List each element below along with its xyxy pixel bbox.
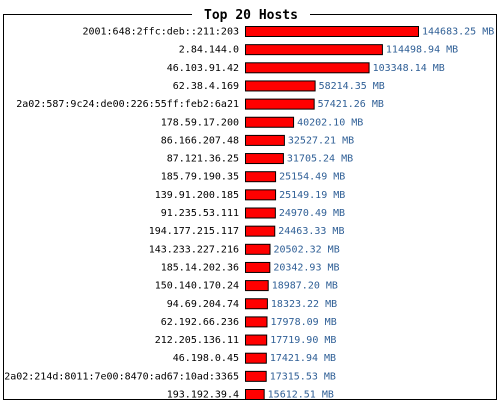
bar <box>245 243 271 255</box>
host-label: 62.38.4.169 <box>173 81 239 92</box>
value-label: 31705.24 MB <box>287 154 353 165</box>
bar <box>245 207 276 219</box>
bar <box>245 316 268 328</box>
host-label: 86.166.207.48 <box>161 135 239 146</box>
value-label: 32527.21 MB <box>288 135 354 146</box>
value-label: 103348.14 MB <box>373 63 445 74</box>
value-label: 18323.22 MB <box>271 299 337 310</box>
bar <box>245 261 271 273</box>
value-label: 17719.90 MB <box>270 335 336 346</box>
value-label: 40202.10 MB <box>297 117 363 128</box>
bar <box>245 62 370 74</box>
host-label: 178.59.17.200 <box>161 117 239 128</box>
host-label: 2a02:587:9c24:de00:226:55ff:feb2:6a21 <box>16 99 239 110</box>
bar <box>245 298 268 310</box>
host-label: 2.84.144.0 <box>179 45 239 56</box>
host-label: 143.233.227.216 <box>149 244 239 255</box>
value-label: 20342.93 MB <box>273 262 339 273</box>
value-label: 15612.51 MB <box>268 390 334 401</box>
host-label: 185.79.190.35 <box>161 172 239 183</box>
host-label: 62.192.66.236 <box>161 317 239 328</box>
value-label: 58214.35 MB <box>319 81 385 92</box>
value-label: 18987.20 MB <box>272 281 338 292</box>
bar <box>245 80 316 92</box>
bar <box>245 225 276 237</box>
value-label: 17315.53 MB <box>270 371 336 382</box>
host-label: 2001:648:2ffc:deb::211:203 <box>82 27 239 38</box>
bar <box>245 389 265 400</box>
value-label: 17978.09 MB <box>270 317 336 328</box>
host-label: 194.177.215.117 <box>149 226 239 237</box>
host-label: 94.69.204.74 <box>167 299 239 310</box>
bar <box>245 171 277 183</box>
host-label: 46.103.91.42 <box>167 63 239 74</box>
value-label: 114498.94 MB <box>386 45 458 56</box>
host-label: 150.140.170.24 <box>155 281 239 292</box>
host-label: 185.14.202.36 <box>161 262 239 273</box>
chart-title: Top 20 Hosts <box>204 8 298 23</box>
host-label: 91.235.53.111 <box>161 208 239 219</box>
bar <box>245 370 267 382</box>
bar <box>245 116 295 128</box>
bar <box>245 189 277 201</box>
bar-rows: 2001:648:2ffc:deb::211:203 144683.25 MB2.… <box>4 26 494 401</box>
value-label: 57421.26 MB <box>318 99 384 110</box>
value-label: 24970.49 MB <box>279 208 345 219</box>
host-label: 193.192.39.4 <box>167 390 239 401</box>
host-label: 87.121.36.25 <box>167 154 239 165</box>
bar <box>245 26 419 37</box>
value-label: 17421.94 MB <box>270 353 336 364</box>
bar <box>245 334 268 346</box>
bar <box>245 352 267 364</box>
host-label: 2a02:214d:8011:7e00:8470:ad67:10ad:3365 <box>4 371 239 382</box>
bar <box>245 280 269 292</box>
value-label: 25149.19 MB <box>279 190 345 201</box>
title-background <box>192 6 310 22</box>
value-label: 25154.49 MB <box>279 172 345 183</box>
value-label: 20502.32 MB <box>274 244 340 255</box>
host-label: 212.205.136.11 <box>155 335 239 346</box>
value-label: 144683.25 MB <box>422 27 494 38</box>
bar <box>245 153 284 165</box>
bar <box>245 98 315 110</box>
host-label: 139.91.200.185 <box>155 190 239 201</box>
host-label: 46.198.0.45 <box>173 353 239 364</box>
bar <box>245 44 383 56</box>
bar <box>245 134 285 146</box>
value-label: 24463.33 MB <box>278 226 344 237</box>
